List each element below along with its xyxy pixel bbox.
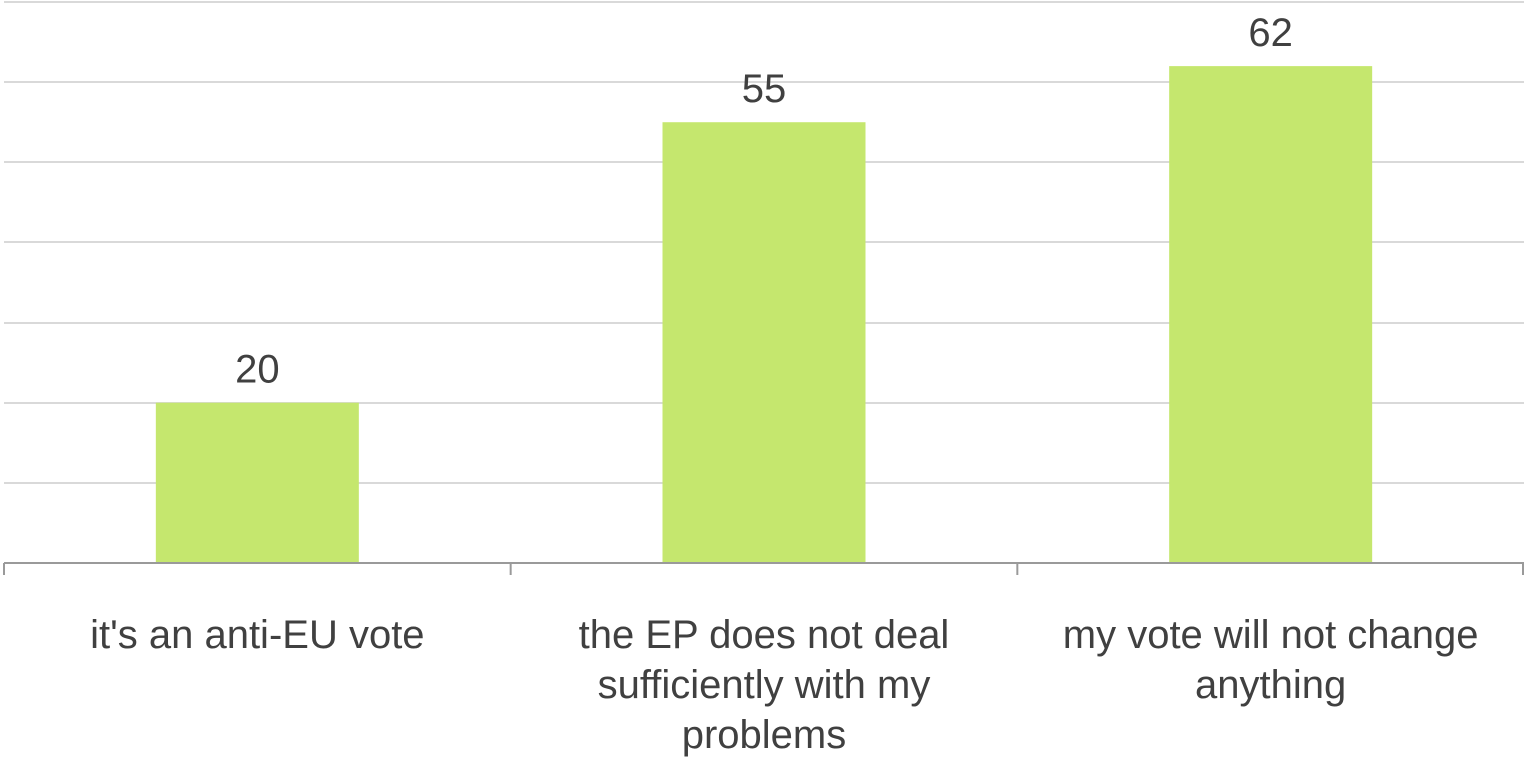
data-labels: 20 55 62: [235, 11, 1293, 392]
bar-0: [155, 402, 359, 563]
category-label-2: my vote will not change anything: [1062, 613, 1479, 707]
data-label-0: 20: [235, 348, 280, 392]
bar-2: [1169, 66, 1373, 563]
category-label-1: the EP does not deal sufficiently with m…: [578, 613, 950, 757]
data-label-1: 55: [742, 67, 787, 111]
bar-1: [662, 122, 866, 563]
data-label-2: 62: [1248, 11, 1293, 55]
category-label-0: it's an anti-EU vote: [90, 613, 425, 657]
x-axis: [3, 562, 1524, 575]
bars: [155, 66, 1373, 563]
